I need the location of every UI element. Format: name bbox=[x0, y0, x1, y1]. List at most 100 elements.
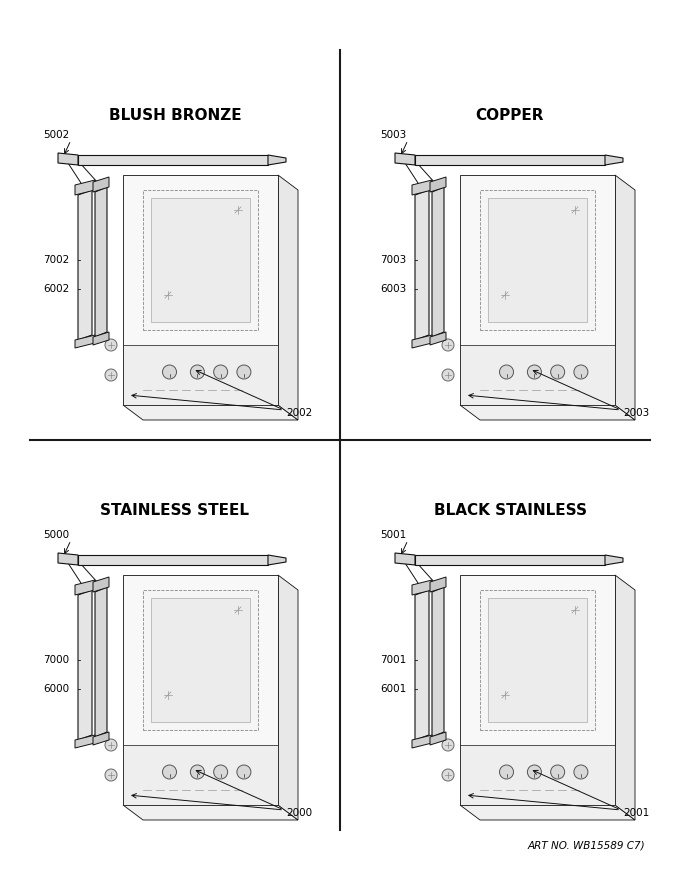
Polygon shape bbox=[143, 590, 258, 730]
Circle shape bbox=[214, 365, 228, 379]
Text: 7003: 7003 bbox=[380, 255, 406, 265]
Polygon shape bbox=[123, 575, 278, 805]
Polygon shape bbox=[268, 155, 286, 165]
Text: 2000: 2000 bbox=[286, 808, 312, 818]
Polygon shape bbox=[123, 745, 278, 805]
Polygon shape bbox=[278, 575, 298, 820]
Circle shape bbox=[500, 765, 513, 779]
Circle shape bbox=[442, 369, 454, 381]
Polygon shape bbox=[415, 190, 429, 340]
Circle shape bbox=[528, 365, 541, 379]
Circle shape bbox=[551, 765, 564, 779]
Polygon shape bbox=[93, 732, 109, 745]
Polygon shape bbox=[151, 198, 250, 322]
Polygon shape bbox=[93, 332, 109, 345]
Polygon shape bbox=[75, 180, 95, 195]
Polygon shape bbox=[58, 153, 78, 165]
Text: 7002: 7002 bbox=[43, 255, 69, 265]
Polygon shape bbox=[460, 805, 635, 820]
Polygon shape bbox=[460, 575, 615, 805]
Polygon shape bbox=[123, 175, 278, 405]
Polygon shape bbox=[605, 155, 623, 165]
Circle shape bbox=[442, 339, 454, 351]
Polygon shape bbox=[412, 335, 432, 348]
Polygon shape bbox=[123, 805, 298, 820]
Polygon shape bbox=[480, 590, 595, 730]
Circle shape bbox=[105, 339, 117, 351]
Circle shape bbox=[528, 765, 541, 779]
Polygon shape bbox=[430, 732, 446, 745]
Polygon shape bbox=[143, 190, 258, 330]
Polygon shape bbox=[395, 153, 415, 165]
Polygon shape bbox=[412, 735, 432, 748]
Circle shape bbox=[551, 365, 564, 379]
Polygon shape bbox=[488, 198, 587, 322]
Text: 5001: 5001 bbox=[380, 530, 406, 540]
Circle shape bbox=[190, 765, 205, 779]
Polygon shape bbox=[123, 405, 298, 420]
Polygon shape bbox=[278, 175, 298, 420]
Circle shape bbox=[163, 365, 177, 379]
Polygon shape bbox=[460, 405, 635, 420]
Polygon shape bbox=[75, 580, 95, 595]
Polygon shape bbox=[268, 555, 286, 565]
Polygon shape bbox=[78, 555, 268, 565]
Polygon shape bbox=[430, 332, 446, 345]
Text: BLACK STAINLESS: BLACK STAINLESS bbox=[434, 502, 586, 517]
Circle shape bbox=[163, 765, 177, 779]
Polygon shape bbox=[78, 190, 92, 340]
Polygon shape bbox=[415, 555, 605, 565]
Text: 6000: 6000 bbox=[43, 685, 69, 694]
Circle shape bbox=[105, 369, 117, 381]
Polygon shape bbox=[430, 177, 446, 192]
Polygon shape bbox=[78, 590, 92, 740]
Polygon shape bbox=[460, 745, 615, 805]
Circle shape bbox=[237, 765, 251, 779]
Polygon shape bbox=[151, 598, 250, 722]
Polygon shape bbox=[432, 587, 444, 737]
Text: 2003: 2003 bbox=[623, 408, 649, 418]
Text: 5002: 5002 bbox=[43, 130, 69, 140]
Circle shape bbox=[442, 739, 454, 751]
Polygon shape bbox=[93, 177, 109, 192]
Circle shape bbox=[190, 365, 205, 379]
Text: COPPER: COPPER bbox=[476, 107, 544, 122]
Circle shape bbox=[105, 769, 117, 781]
Text: 6003: 6003 bbox=[380, 284, 406, 294]
Polygon shape bbox=[415, 590, 429, 740]
Polygon shape bbox=[460, 345, 615, 405]
Polygon shape bbox=[605, 555, 623, 565]
Text: 5000: 5000 bbox=[43, 530, 69, 540]
Circle shape bbox=[105, 739, 117, 751]
Circle shape bbox=[442, 769, 454, 781]
Polygon shape bbox=[95, 187, 107, 337]
Text: 6001: 6001 bbox=[380, 685, 406, 694]
Text: BLUSH BRONZE: BLUSH BRONZE bbox=[109, 107, 241, 122]
Text: 5003: 5003 bbox=[380, 130, 406, 140]
Circle shape bbox=[574, 365, 588, 379]
Text: 2002: 2002 bbox=[286, 408, 312, 418]
Circle shape bbox=[500, 365, 513, 379]
Polygon shape bbox=[615, 575, 635, 820]
Text: 6002: 6002 bbox=[43, 284, 69, 294]
Text: 7001: 7001 bbox=[380, 656, 406, 665]
Polygon shape bbox=[75, 335, 95, 348]
Polygon shape bbox=[412, 180, 432, 195]
Polygon shape bbox=[95, 587, 107, 737]
Polygon shape bbox=[460, 175, 615, 405]
Polygon shape bbox=[480, 190, 595, 330]
Polygon shape bbox=[415, 155, 605, 165]
Polygon shape bbox=[93, 577, 109, 592]
Polygon shape bbox=[123, 345, 278, 405]
Polygon shape bbox=[75, 735, 95, 748]
Circle shape bbox=[574, 765, 588, 779]
Circle shape bbox=[237, 365, 251, 379]
Polygon shape bbox=[488, 598, 587, 722]
Polygon shape bbox=[78, 155, 268, 165]
Polygon shape bbox=[395, 553, 415, 565]
Text: 7000: 7000 bbox=[43, 656, 69, 665]
Text: STAINLESS STEEL: STAINLESS STEEL bbox=[101, 502, 250, 517]
Polygon shape bbox=[615, 175, 635, 420]
Circle shape bbox=[214, 765, 228, 779]
Polygon shape bbox=[430, 577, 446, 592]
